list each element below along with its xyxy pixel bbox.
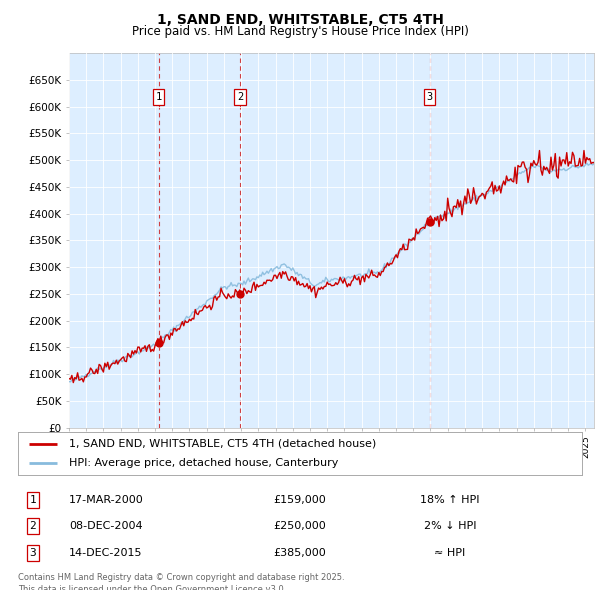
Text: 2% ↓ HPI: 2% ↓ HPI [424,522,476,531]
Text: 1, SAND END, WHITSTABLE, CT5 4TH: 1, SAND END, WHITSTABLE, CT5 4TH [157,13,443,27]
Text: £159,000: £159,000 [274,495,326,504]
Text: 18% ↑ HPI: 18% ↑ HPI [420,495,480,504]
Point [154,338,163,348]
Text: 2: 2 [237,92,243,102]
Text: 2: 2 [29,522,37,531]
Text: Price paid vs. HM Land Registry's House Price Index (HPI): Price paid vs. HM Land Registry's House … [131,25,469,38]
Text: HPI: Average price, detached house, Canterbury: HPI: Average price, detached house, Cant… [69,458,338,468]
Text: 08-DEC-2004: 08-DEC-2004 [69,522,143,531]
Point [235,289,245,299]
Text: 17-MAR-2000: 17-MAR-2000 [69,495,144,504]
Text: 3: 3 [427,92,433,102]
Text: £385,000: £385,000 [274,548,326,558]
Text: 1: 1 [29,495,37,504]
Text: Contains HM Land Registry data © Crown copyright and database right 2025.
This d: Contains HM Land Registry data © Crown c… [18,573,344,590]
Text: 14-DEC-2015: 14-DEC-2015 [69,548,143,558]
Text: 3: 3 [29,548,37,558]
Text: £250,000: £250,000 [274,522,326,531]
Point [425,217,434,227]
Text: 1, SAND END, WHITSTABLE, CT5 4TH (detached house): 1, SAND END, WHITSTABLE, CT5 4TH (detach… [69,439,376,449]
Text: 1: 1 [155,92,162,102]
Text: ≈ HPI: ≈ HPI [434,548,466,558]
